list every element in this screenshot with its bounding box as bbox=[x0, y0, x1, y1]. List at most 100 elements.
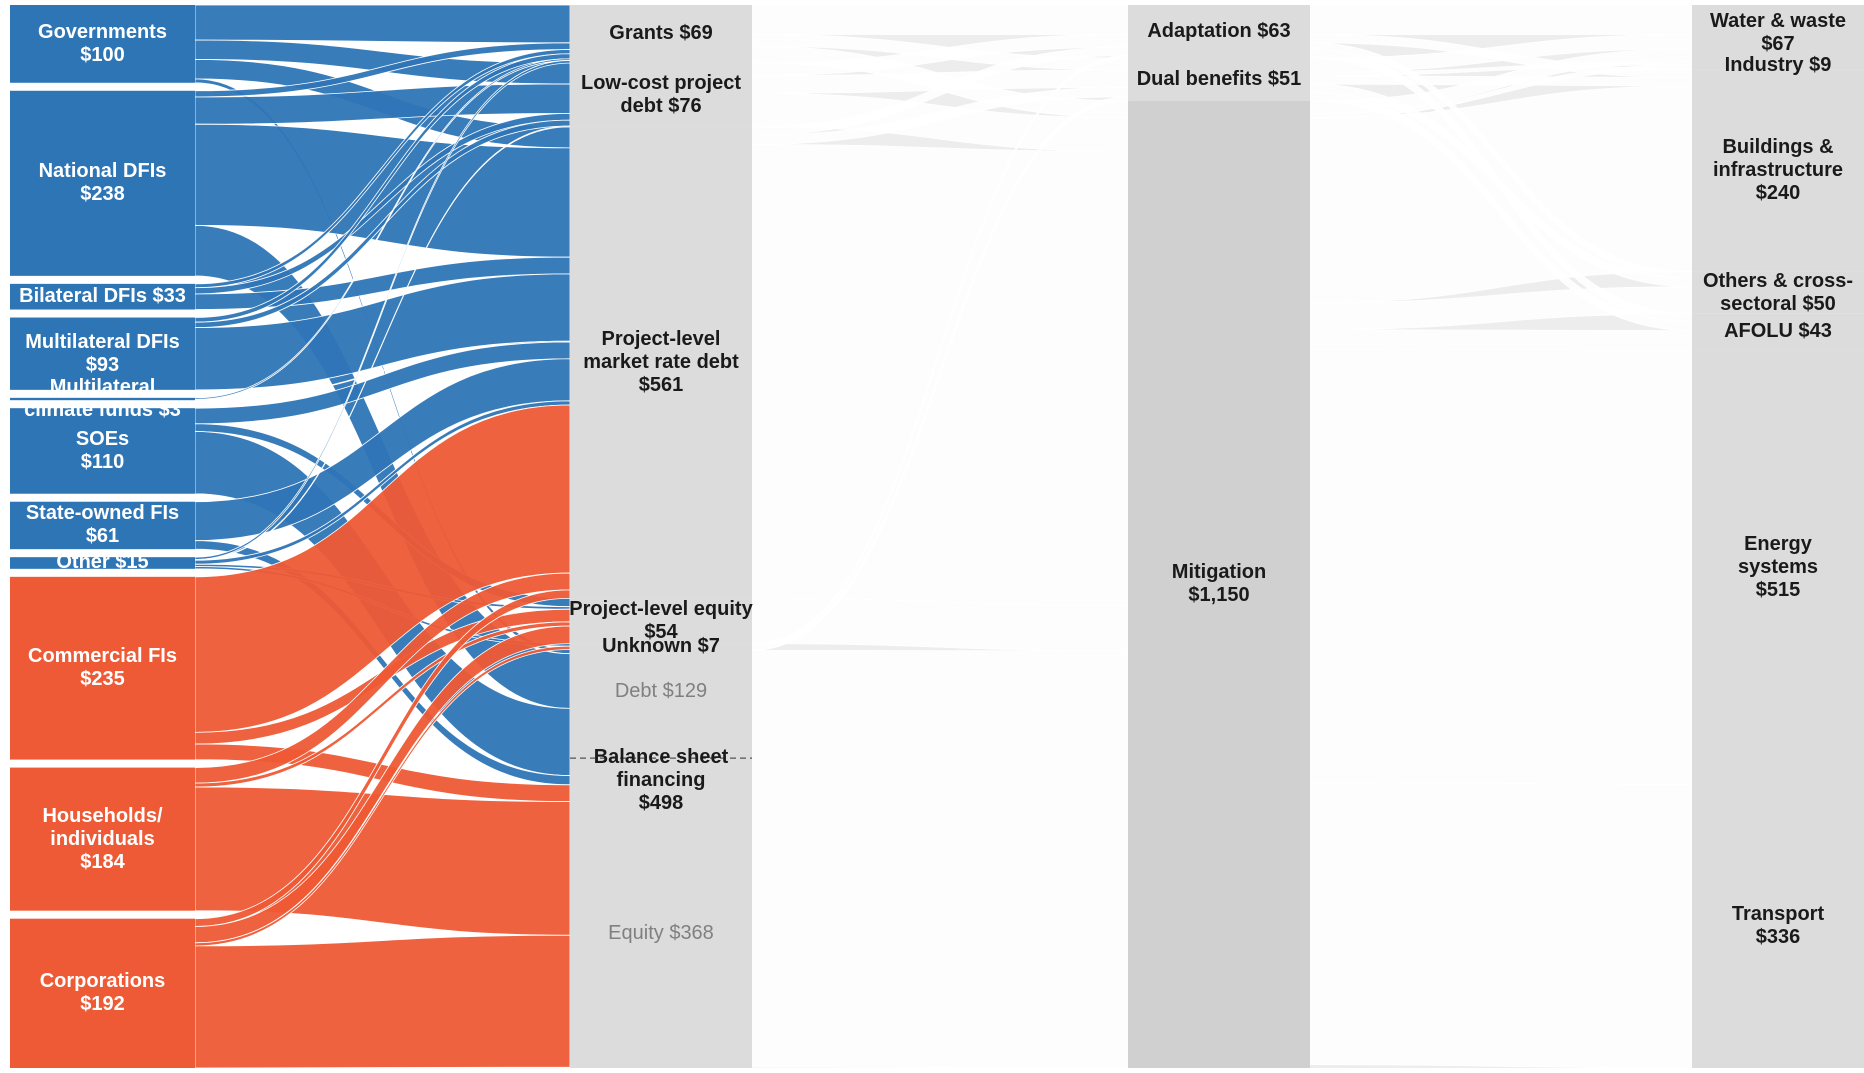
label-line: Balance sheet bbox=[593, 745, 729, 768]
label-line: $238 bbox=[80, 183, 125, 206]
label-dual: Dual benefits $51 bbox=[1116, 68, 1322, 91]
label-line: $1,150 bbox=[1188, 584, 1250, 607]
label-sofi: State-owned FIs $61 bbox=[0, 502, 207, 548]
label-line: market rate debt bbox=[583, 351, 739, 374]
label-afolu: AFOLU $43 bbox=[1680, 320, 1864, 343]
label-water: Water & waste $67 bbox=[1680, 10, 1864, 56]
label-line: $240 bbox=[1755, 181, 1801, 204]
node-build bbox=[1692, 69, 1864, 272]
flow-grants-to-adapt bbox=[751, 4, 1129, 35]
node-transport bbox=[1692, 784, 1864, 1068]
label-line: Low-cost project bbox=[580, 71, 741, 94]
label-adapt: Adaptation $63 bbox=[1116, 20, 1322, 43]
node-bars bbox=[10, 5, 1864, 1069]
label-line: $184 bbox=[80, 850, 125, 873]
label-cfi: Commercial FIs $235 bbox=[0, 645, 207, 691]
label-line: climate funds $3 bbox=[24, 399, 181, 421]
node-mcf bbox=[10, 397, 195, 401]
label-line: Energy bbox=[1744, 532, 1812, 555]
label-industry: Industry $9 bbox=[1680, 54, 1864, 77]
label-line: Project-level bbox=[601, 328, 721, 351]
node-market bbox=[570, 126, 752, 599]
node-energy bbox=[1692, 350, 1864, 785]
label-other: Other $15 bbox=[0, 551, 207, 574]
label-mdfi: Multilateral DFIs $93 bbox=[0, 331, 207, 377]
node-grants bbox=[570, 5, 752, 63]
label-line: SOEs bbox=[75, 427, 130, 450]
label-grants: Grants $69 bbox=[558, 22, 764, 45]
label-bsf-debt: Debt $129 bbox=[614, 680, 708, 703]
node-lowcost bbox=[570, 62, 752, 127]
label-line: infrastructure bbox=[1712, 158, 1844, 181]
label-line: $110 bbox=[80, 450, 125, 473]
label-equity: Project-level equity $54 bbox=[558, 598, 764, 644]
node-soe bbox=[10, 408, 195, 494]
label-line: $54 bbox=[644, 620, 678, 643]
label-line: $93 bbox=[85, 353, 120, 376]
node-dual bbox=[1128, 57, 1310, 101]
node-afolu bbox=[1692, 313, 1864, 351]
label-line: Households/ bbox=[42, 804, 163, 827]
label-gov: Governments $100 bbox=[0, 21, 207, 67]
node-water bbox=[1692, 5, 1864, 62]
label-transport: Transport $336 bbox=[1680, 903, 1864, 949]
label-line: $498 bbox=[638, 791, 684, 814]
label-line: $67 bbox=[1761, 33, 1795, 56]
label-market: Project-level market rate debt $561 bbox=[558, 328, 764, 397]
label-line: debt $76 bbox=[620, 94, 702, 117]
node-equity bbox=[570, 598, 752, 644]
label-line: Transport bbox=[1731, 903, 1825, 926]
flow-adapt-to-water bbox=[1309, 4, 1693, 35]
label-line: State-owned FIs bbox=[25, 502, 180, 525]
flow-mitig-to-afolu bbox=[1309, 329, 1693, 351]
node-adapt bbox=[1128, 5, 1310, 58]
node-cfi bbox=[10, 576, 195, 760]
label-mcf: Multilateral climate funds $3 bbox=[0, 376, 207, 422]
label-line: Other $15 bbox=[56, 551, 149, 574]
label-line: $235 bbox=[80, 668, 125, 691]
flow-mitig-to-energy bbox=[1309, 348, 1693, 785]
label-others: Others & cross-sectoral $50 bbox=[1680, 270, 1864, 316]
label-line: Others & cross- bbox=[1702, 269, 1854, 292]
flow-links bbox=[194, 4, 1693, 1069]
label-line: National DFIs bbox=[38, 160, 167, 183]
label-line: sectoral $50 bbox=[1720, 292, 1836, 315]
node-hh bbox=[10, 767, 195, 911]
label-bsf-eq: Equity $368 bbox=[608, 921, 714, 944]
label-line: Multilateral bbox=[49, 376, 156, 398]
label-line: $515 bbox=[1755, 578, 1801, 601]
label-line: Multilateral DFIs bbox=[25, 330, 180, 353]
label-line: $100 bbox=[80, 43, 125, 66]
flow-gov-to-grants bbox=[194, 4, 571, 44]
flow-corp-to-bsf bbox=[194, 934, 571, 1069]
label-mitig: Mitigation $1,150 bbox=[1116, 561, 1322, 607]
node-gov bbox=[10, 5, 195, 83]
label-line: Adaptation $63 bbox=[1147, 19, 1291, 42]
node-industry bbox=[1692, 61, 1864, 70]
flow-mitig-to-transport bbox=[1309, 781, 1693, 1069]
flow-mitig-to-build bbox=[1309, 85, 1693, 304]
label-bdfi: Bilateral DFIs $33 bbox=[0, 285, 207, 308]
label-line: Project-level equity bbox=[569, 597, 753, 620]
label-energy: Energy systems $515 bbox=[1680, 533, 1864, 602]
label-ndfi: National DFIs $238 bbox=[0, 160, 207, 206]
label-line: Bilateral DFIs $33 bbox=[19, 285, 186, 308]
node-others bbox=[1692, 271, 1864, 314]
label-line: Water & waste bbox=[1710, 10, 1846, 33]
node-mitig bbox=[1128, 100, 1310, 1069]
label-line: Governments bbox=[38, 20, 167, 43]
label-soe: SOEs $110 bbox=[0, 428, 207, 474]
node-ndfi bbox=[10, 90, 195, 276]
flow-bsf-to-mitig bbox=[751, 649, 1129, 1069]
label-line: $192 bbox=[80, 993, 125, 1016]
label-lowcost: Low-cost project debt $76 bbox=[558, 72, 764, 118]
node-unknown bbox=[570, 643, 752, 650]
label-line: financing bbox=[616, 768, 706, 791]
label-corp: Corporations $192 bbox=[0, 970, 207, 1016]
label-line: Commercial FIs bbox=[28, 645, 177, 668]
node-bsf bbox=[570, 649, 752, 1068]
label-hh: Households/individuals $184 bbox=[0, 805, 207, 874]
label-line: Unknown $7 bbox=[602, 635, 720, 658]
label-line: Corporations bbox=[39, 970, 166, 993]
label-line: Buildings & bbox=[1722, 135, 1834, 158]
